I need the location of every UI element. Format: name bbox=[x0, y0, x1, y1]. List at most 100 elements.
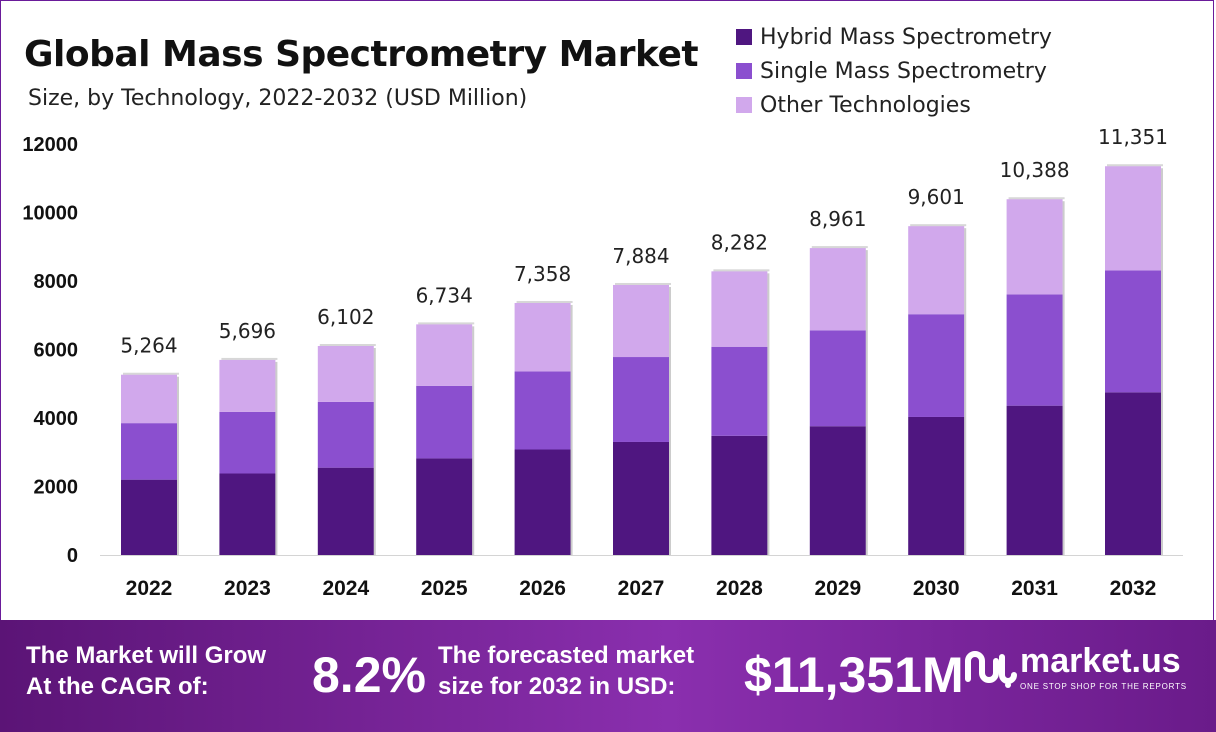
bar-shadow bbox=[472, 326, 475, 555]
forecast-value: $11,351M bbox=[744, 647, 964, 703]
bar-total-label: 8,282 bbox=[711, 230, 768, 254]
y-tick-label: 2000 bbox=[34, 477, 79, 499]
bar-segment-single bbox=[317, 401, 374, 468]
bar-segment-other bbox=[121, 374, 177, 424]
bar-segment-single bbox=[514, 371, 571, 450]
bar-total-label: 7,884 bbox=[612, 244, 669, 268]
cagr-value: 8.2% bbox=[312, 647, 426, 703]
bar-shadow bbox=[964, 228, 967, 555]
bar-segment-other bbox=[219, 359, 276, 412]
bar-segment-hybrid bbox=[1105, 392, 1161, 555]
brand[interactable]: market.us ONE STOP SHOP FOR THE REPORTS bbox=[962, 644, 1187, 691]
bar-shadow bbox=[811, 246, 868, 249]
bar-segment-hybrid bbox=[121, 479, 177, 555]
bar-shadow bbox=[319, 344, 376, 347]
bar-segment-other bbox=[711, 271, 768, 347]
bar-shadow bbox=[177, 376, 179, 555]
bar-shadow bbox=[910, 224, 967, 227]
y-tick-label: 8000 bbox=[34, 271, 79, 293]
x-tick-label: 2025 bbox=[421, 577, 468, 600]
x-tick-label: 2032 bbox=[1110, 577, 1157, 600]
bar-segment-other bbox=[1105, 166, 1161, 271]
x-tick-label: 2027 bbox=[618, 577, 665, 600]
legend-swatch-single bbox=[736, 63, 752, 79]
bar-total-label: 5,696 bbox=[219, 319, 276, 343]
cagr-caption: The Market will Grow At the CAGR of: bbox=[26, 640, 266, 702]
bar-segment-hybrid bbox=[219, 473, 276, 555]
bar-segment-hybrid bbox=[711, 435, 768, 555]
bar-shadow bbox=[221, 357, 278, 360]
bar-segment-other bbox=[613, 284, 669, 358]
bar-segment-single bbox=[613, 357, 669, 442]
chart-card: Global Mass Spectrometry Market Size, by… bbox=[22, 20, 1183, 600]
bar-segment-hybrid bbox=[416, 458, 473, 555]
bar-segment-other bbox=[908, 226, 965, 315]
x-tick-label: 2031 bbox=[1011, 577, 1058, 600]
x-tick-label: 2024 bbox=[322, 577, 369, 600]
summary-banner: The Market will Grow At the CAGR of: 8.2… bbox=[0, 620, 1216, 732]
chart-subtitle: Size, by Technology, 2022-2032 (USD Mill… bbox=[28, 86, 528, 111]
bar-segment-hybrid bbox=[613, 441, 669, 555]
market-us-logo-icon bbox=[965, 650, 1017, 688]
bar-total-label: 8,961 bbox=[809, 207, 866, 231]
y-tick-label: 6000 bbox=[34, 340, 79, 362]
bar-shadow bbox=[1161, 168, 1163, 555]
legend-swatch-hybrid bbox=[736, 29, 752, 45]
y-tick-label: 12000 bbox=[22, 134, 78, 156]
bar-total-label: 10,388 bbox=[1000, 158, 1070, 182]
bar-segment-single bbox=[219, 411, 276, 474]
y-tick-label: 0 bbox=[67, 545, 78, 567]
bar-shadow bbox=[570, 304, 573, 555]
bar-shadow bbox=[1107, 164, 1163, 167]
legend-label-hybrid: Hybrid Mass Spectrometry bbox=[760, 24, 1052, 50]
x-tick-label: 2030 bbox=[913, 577, 960, 600]
y-tick-label: 4000 bbox=[34, 408, 79, 430]
brand-text: market.us ONE STOP SHOP FOR THE REPORTS bbox=[1020, 644, 1187, 691]
bar-total-label: 6,102 bbox=[317, 305, 374, 329]
bar-total-label: 6,734 bbox=[416, 283, 473, 307]
legend-item-single: Single Mass Spectrometry bbox=[736, 54, 1052, 88]
forecast-caption: The forecasted market size for 2032 in U… bbox=[438, 640, 694, 702]
bar-shadow bbox=[516, 300, 573, 303]
cagr-caption-line2: At the CAGR of: bbox=[26, 673, 209, 700]
bar-shadow bbox=[275, 361, 278, 555]
bar-segment-hybrid bbox=[809, 426, 866, 555]
bar-shadow bbox=[615, 282, 671, 285]
y-tick-label: 10000 bbox=[22, 203, 78, 225]
bar-segment-other bbox=[1006, 199, 1063, 295]
legend-label-other: Other Technologies bbox=[760, 92, 971, 118]
bar-segment-hybrid bbox=[908, 416, 965, 555]
bar-shadow bbox=[418, 322, 475, 325]
legend-item-hybrid: Hybrid Mass Spectrometry bbox=[736, 20, 1052, 54]
bar-segment-single bbox=[121, 423, 177, 480]
bar-segment-other bbox=[416, 324, 473, 386]
bar-segment-single bbox=[1105, 270, 1161, 393]
bar-segment-single bbox=[809, 330, 866, 427]
chart-title: Global Mass Spectrometry Market bbox=[24, 34, 699, 75]
cagr-caption-line1: The Market will Grow bbox=[26, 642, 267, 669]
brand-tagline: ONE STOP SHOP FOR THE REPORTS bbox=[1020, 682, 1187, 691]
bar-shadow bbox=[1062, 201, 1065, 555]
bar-segment-single bbox=[908, 314, 965, 417]
bar-segment-single bbox=[711, 346, 768, 436]
forecast-caption-line1: The forecasted market bbox=[438, 642, 695, 669]
bar-shadow bbox=[865, 250, 868, 555]
bar-segment-other bbox=[809, 248, 866, 331]
bar-total-label: 7,358 bbox=[514, 262, 571, 286]
x-tick-label: 2022 bbox=[126, 577, 173, 600]
x-tick-label: 2029 bbox=[814, 577, 861, 600]
bar-segment-other bbox=[317, 346, 374, 402]
x-tick-label: 2023 bbox=[224, 577, 271, 600]
bar-segment-hybrid bbox=[514, 449, 571, 555]
bar-total-label: 11,351 bbox=[1098, 125, 1168, 149]
bar-total-label: 5,264 bbox=[120, 334, 177, 358]
bar-shadow bbox=[669, 286, 671, 555]
bar-segment-hybrid bbox=[317, 467, 374, 555]
bar-shadow bbox=[767, 273, 770, 555]
bar-segment-single bbox=[416, 385, 473, 459]
bar-chart: 0 2000 4000 6000 8000 10000 12000 5,264 2022 5,69… bbox=[22, 125, 1183, 600]
legend-swatch-other bbox=[736, 97, 752, 113]
brand-name: market.us bbox=[1020, 642, 1181, 680]
bar-shadow bbox=[713, 269, 770, 272]
bar-segment-hybrid bbox=[1006, 405, 1063, 555]
